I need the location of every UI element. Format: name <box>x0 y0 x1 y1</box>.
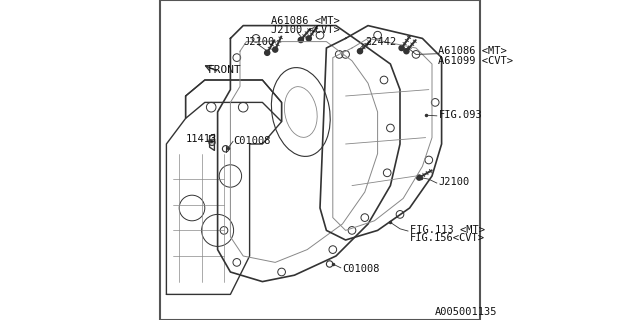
Circle shape <box>417 175 422 180</box>
Text: A61086 <MT>: A61086 <MT> <box>438 46 507 56</box>
Circle shape <box>404 49 409 54</box>
Circle shape <box>298 37 303 43</box>
Text: A61099 <CVT>: A61099 <CVT> <box>438 56 513 66</box>
Text: A005001135: A005001135 <box>435 307 498 317</box>
Text: A61086 <MT>: A61086 <MT> <box>271 16 340 26</box>
Text: FIG.093: FIG.093 <box>438 110 482 120</box>
Circle shape <box>357 49 362 54</box>
Text: C01008: C01008 <box>342 264 380 274</box>
Circle shape <box>399 45 404 51</box>
Circle shape <box>273 47 278 52</box>
Text: FIG.113 <MT>: FIG.113 <MT> <box>410 225 484 236</box>
Text: 11413: 11413 <box>186 134 217 144</box>
Text: 22442: 22442 <box>365 36 396 47</box>
Text: FIG.156<CVT>: FIG.156<CVT> <box>410 233 484 244</box>
Text: J2100 <CVT>: J2100 <CVT> <box>271 25 340 36</box>
Circle shape <box>265 50 270 55</box>
Circle shape <box>307 36 312 41</box>
Text: C01008: C01008 <box>234 136 271 146</box>
Circle shape <box>209 139 215 146</box>
Text: FRONT: FRONT <box>207 65 241 76</box>
Text: J2100: J2100 <box>438 177 470 188</box>
Text: J2100: J2100 <box>244 36 275 47</box>
